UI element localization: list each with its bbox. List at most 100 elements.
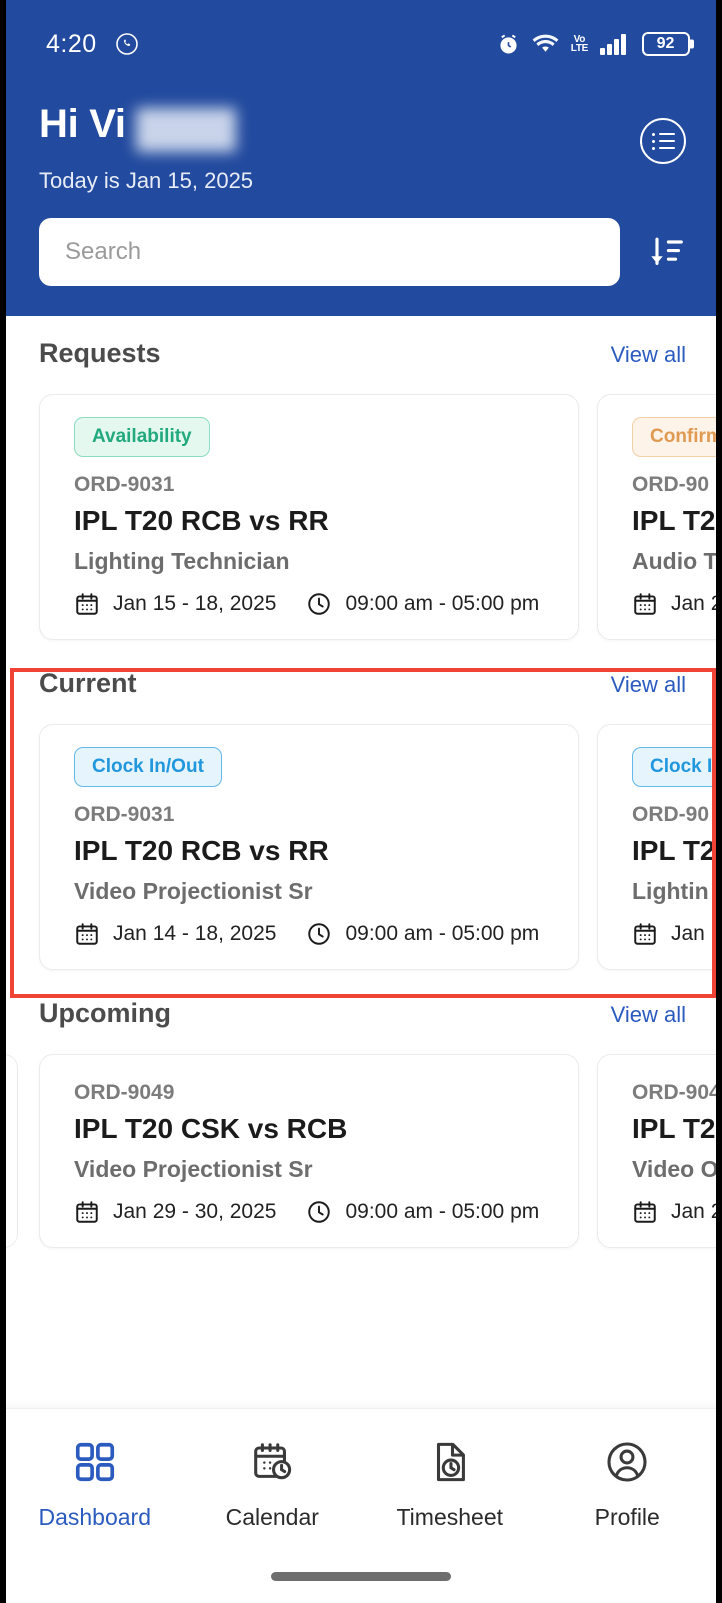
date-range: Jan 14 - 18, 2025 [113, 922, 277, 945]
nav-shadow [6, 1400, 716, 1410]
date-meta: Jan 15 - 18, 2025 [74, 591, 276, 617]
section-title: Requests [39, 338, 161, 368]
wifi-icon [532, 33, 559, 55]
current-card[interactable]: Clock In/Out ORD-9031 IPL T20 RCB vs RR … [39, 724, 579, 970]
role-label: Video O [632, 1156, 719, 1182]
calendar-icon [76, 1201, 98, 1223]
nav-label: Timesheet [396, 1504, 504, 1530]
main-content: Requests View all Availability ORD-9031 … [6, 316, 716, 1416]
date-range: Jan 15 - 18, 2025 [113, 592, 277, 615]
calendar-icon [634, 923, 656, 945]
nav-item-calendar[interactable]: Calendar [184, 1439, 362, 1531]
role-label: Lightin [632, 878, 709, 904]
app-header: 4:20 [6, 0, 716, 316]
gesture-home-bar[interactable] [271, 1572, 451, 1581]
nav-label: Calendar [225, 1504, 319, 1530]
status-time: 4:20 [46, 29, 97, 58]
sort-descending-icon[interactable] [640, 222, 694, 282]
order-id: ORD-90 [632, 473, 710, 496]
event-title: IPL T20 [632, 1113, 722, 1144]
time-meta: 09:00 am - 05:00 pm [306, 591, 539, 617]
role-label: Audio T [632, 548, 718, 574]
document-clock-icon [427, 1439, 473, 1490]
section-header-current: Current View all [6, 668, 716, 724]
requests-card-list[interactable]: Availability ORD-9031 IPL T20 RCB vs RR … [6, 394, 716, 640]
view-all-upcoming[interactable]: View all [610, 1002, 686, 1027]
request-card[interactable]: Confirm ORD-90 IPL T2 Audio T [597, 394, 722, 640]
alarm-icon [497, 33, 520, 56]
date-range: Jan 1 [671, 922, 722, 945]
nav-item-dashboard[interactable]: Dashboard [6, 1439, 184, 1531]
status-badge[interactable]: Clock In/Out [74, 747, 222, 787]
section-title: Upcoming [39, 998, 171, 1028]
today-date-label: Today is Jan 15, 2025 [39, 168, 254, 193]
nav-item-profile[interactable]: Profile [539, 1439, 717, 1531]
search-row [6, 218, 716, 286]
whatsapp-icon [115, 32, 139, 56]
order-id: ORD-9031 [74, 473, 175, 496]
calendar-icon [634, 1201, 656, 1223]
current-card-list[interactable]: Clock In/Out ORD-9031 IPL T20 RCB vs RR … [6, 724, 716, 970]
order-id: ORD-90 [632, 803, 710, 826]
order-id: ORD-904 [632, 1081, 721, 1104]
section-current: Current View all Clock In/Out ORD-9031 I… [6, 640, 716, 970]
status-badge: Availability [74, 417, 210, 457]
date-meta: Jan 29 - 30, 2025 [74, 1199, 276, 1225]
search-input[interactable] [39, 218, 620, 286]
request-card[interactable]: Availability ORD-9031 IPL T20 RCB vs RR … [39, 394, 579, 640]
current-card[interactable]: Clock In ORD-90 IPL T2 Lightin [597, 724, 722, 970]
time-range: 09:00 am - 05:00 pm [345, 1200, 540, 1223]
nav-item-timesheet[interactable]: Timesheet [361, 1439, 539, 1531]
user-circle-icon [604, 1439, 650, 1490]
section-header-requests: Requests View all [6, 338, 716, 394]
section-header-upcoming: Upcoming View all [6, 998, 716, 1054]
event-title: IPL T2 [632, 505, 716, 536]
date-range: Jan 2 [671, 592, 722, 615]
upcoming-card-list[interactable]: ORD-9049 IPL T20 CSK vs RCB Video Projec… [6, 1054, 716, 1248]
bottom-navigation: Dashboard Calendar [6, 1408, 716, 1603]
nav-label: Dashboard [38, 1504, 152, 1530]
section-title: Current [39, 668, 137, 698]
calendar-icon [76, 923, 98, 945]
upcoming-card[interactable]: ORD-904 IPL T20 Video O [597, 1054, 722, 1248]
greeting-row: Hi Vi [6, 100, 716, 164]
role-label: Video Projectionist Sr [74, 878, 313, 904]
date-range: Jan 2 [671, 1200, 722, 1223]
order-id: ORD-9049 [74, 1081, 175, 1104]
page-title: Hi Vi [39, 102, 126, 146]
event-title: IPL T20 RCB vs RR [74, 505, 329, 536]
clock-icon [308, 593, 331, 615]
upcoming-card[interactable]: ORD-9049 IPL T20 CSK vs RCB Video Projec… [39, 1054, 579, 1248]
date-meta: Jan 1 [632, 921, 722, 947]
peek-card-edge [6, 1054, 18, 1248]
list-menu-icon[interactable] [640, 118, 686, 164]
battery-indicator: 92 [642, 32, 690, 56]
clock-icon [308, 1201, 331, 1223]
date-meta: Jan 14 - 18, 2025 [74, 921, 276, 947]
date-meta: Jan 2 [632, 591, 722, 617]
time-range: 09:00 am - 05:00 pm [345, 592, 540, 615]
grid-dashboard-icon [72, 1439, 118, 1490]
view-all-requests[interactable]: View all [610, 342, 686, 367]
status-badge[interactable]: Clock In [632, 747, 716, 787]
calendar-icon [634, 593, 656, 615]
event-title: IPL T20 RCB vs RR [74, 835, 329, 866]
time-meta: 09:00 am - 05:00 pm [306, 921, 539, 947]
menu-glyph [651, 132, 675, 150]
time-meta: 09:00 am - 05:00 pm [306, 1199, 539, 1225]
date-meta: Jan 2 [632, 1199, 722, 1225]
status-bar: 4:20 [6, 22, 716, 66]
section-upcoming: Upcoming View all ORD-9049 IPL T20 CSK v… [6, 970, 716, 1248]
clock-icon [308, 923, 331, 945]
time-range: 09:00 am - 05:00 pm [345, 922, 540, 945]
section-requests: Requests View all Availability ORD-9031 … [6, 316, 716, 640]
calendar-clock-icon [249, 1439, 295, 1490]
signal-bars-icon [600, 33, 630, 55]
event-title: IPL T20 CSK vs RCB [74, 1113, 348, 1144]
redacted-name-blur [136, 108, 236, 152]
view-all-current[interactable]: View all [610, 672, 686, 697]
event-title: IPL T2 [632, 835, 716, 866]
order-id: ORD-9031 [74, 803, 175, 826]
date-range: Jan 29 - 30, 2025 [113, 1200, 277, 1223]
